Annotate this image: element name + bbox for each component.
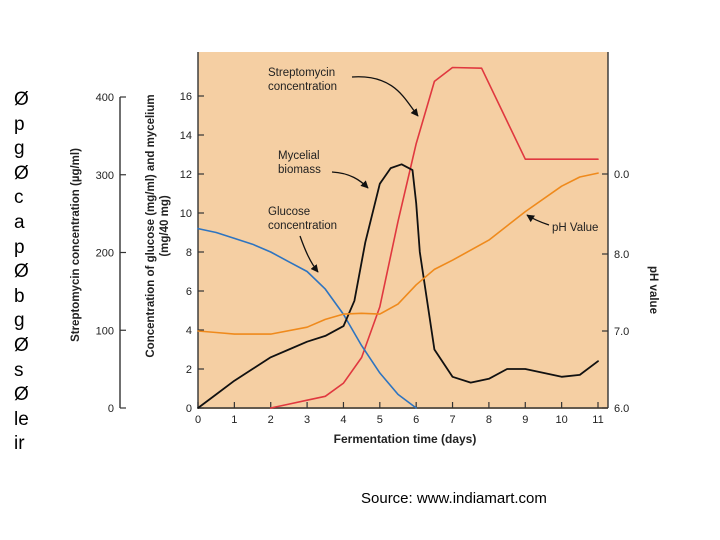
- streptomycin-tick-label: 0: [108, 403, 114, 415]
- x-tick-label: 6: [413, 414, 419, 426]
- series-layer: [197, 66, 599, 409]
- glucose-annotation-line: Glucose: [268, 206, 310, 218]
- mycelium-annotation: Mycelial biomass: [278, 150, 321, 176]
- x-tick-label: 3: [304, 414, 310, 426]
- x-tick-label: 9: [522, 414, 528, 426]
- glucose-mycelium-axis-label-line2: (mg/40 mg): [159, 195, 171, 257]
- ph-tick-label: 6.0: [614, 403, 629, 415]
- x-tick-label: 10: [556, 414, 568, 426]
- bullet-fragment: c: [14, 187, 24, 209]
- mycelium-annotation-line: biomass: [278, 164, 321, 176]
- x-tick-label: 0: [195, 414, 201, 426]
- streptomycin-annotation: Streptomycin concentration: [268, 67, 337, 93]
- bullet-fragment: Ø: [14, 334, 29, 356]
- bullet-fragment: b: [14, 285, 25, 307]
- source-credit: Source: www.indiamart.com: [361, 490, 547, 507]
- x-tick-label: 1: [231, 414, 237, 426]
- ph-annotation: pH Value: [552, 222, 598, 234]
- ph-tick-label: 8.0: [614, 249, 629, 261]
- bullet-fragment: a: [14, 211, 25, 233]
- x-tick-label: 8: [486, 414, 492, 426]
- streptomycin-annotation-line: Streptomycin: [268, 67, 335, 79]
- streptomycin-tick-label: 100: [96, 325, 114, 337]
- glucose-tick-label: 10: [180, 208, 192, 220]
- bullet-fragment: p: [14, 236, 25, 258]
- streptomycin-axis: 0 100 200 300 400: [96, 92, 126, 415]
- glucose-annotation: Glucose concentration: [268, 206, 337, 232]
- bullet-fragment: g: [14, 138, 25, 160]
- streptomycin-arrow: [351, 76, 419, 117]
- streptomycin-tick-label: 300: [96, 170, 114, 182]
- bullet-fragment: le: [14, 408, 29, 430]
- glucose-tick-label: 8: [186, 247, 192, 259]
- glucose-tick-label: 2: [186, 364, 192, 376]
- glucose-annotation-line: concentration: [268, 220, 337, 232]
- bullet-fragment: Ø: [14, 162, 29, 184]
- mycelium-arrow: [331, 171, 369, 189]
- ph-annotation-line: pH Value: [552, 222, 598, 234]
- streptomycin-line: [269, 66, 599, 409]
- streptomycin-tick-label: 200: [96, 248, 114, 260]
- glucose-tick-label: 6: [186, 286, 192, 298]
- x-tick-label: 5: [377, 414, 383, 426]
- streptomycin-annotation-line: concentration: [268, 81, 337, 93]
- ph-tick-label: 0.0: [614, 169, 629, 181]
- x-tick-label: 11: [592, 414, 603, 426]
- glucose-tick-label: 14: [180, 130, 192, 142]
- glucose-tick-label: 0: [186, 403, 192, 415]
- plot-background: [198, 52, 608, 409]
- mycelium-annotation-line: Mycelial: [278, 150, 320, 162]
- ph-axis-label: pH value: [647, 266, 659, 314]
- glucose-tick-label: 12: [180, 169, 192, 181]
- x-axis: 0 1 2 3 4 5 6 7 8 9 10 11: [195, 402, 608, 426]
- glucose-mycelium-axis: 0 2 4 6 8 10 12 14 16: [180, 52, 204, 415]
- mycelium-line: [197, 163, 599, 409]
- x-tick-label: 7: [449, 414, 455, 426]
- ph-arrow: [526, 214, 550, 226]
- x-tick-label: 2: [268, 414, 274, 426]
- x-axis-label: Fermentation time (days): [334, 432, 477, 446]
- bullet-fragment: s: [14, 359, 24, 381]
- ph-line: [197, 172, 599, 335]
- bullet-fragment: g: [14, 310, 25, 332]
- bullet-fragment: Ø: [14, 89, 29, 110]
- ph-tick-label: 7.0: [614, 326, 629, 338]
- glucose-mycelium-axis-label-line1: Concentration of glucose (mg/ml) and myc…: [145, 94, 157, 357]
- bullet-fragment: ir: [14, 433, 25, 455]
- glucose-arrow: [299, 235, 319, 273]
- bullet-fragment: Ø: [14, 261, 29, 283]
- x-tick-label: 4: [340, 414, 346, 426]
- glucose-tick-label: 16: [180, 91, 192, 103]
- glucose-line: [197, 227, 418, 409]
- bullet-fragment: Ø: [14, 384, 29, 406]
- glucose-tick-label: 4: [186, 325, 192, 337]
- streptomycin-axis-label: Streptomycin concentration (µg/ml): [70, 148, 82, 342]
- annotations: Streptomycin concentration Mycelial biomass…: [268, 67, 598, 273]
- bullet-fragment: p: [14, 113, 25, 135]
- streptomycin-tick-label: 400: [96, 92, 114, 104]
